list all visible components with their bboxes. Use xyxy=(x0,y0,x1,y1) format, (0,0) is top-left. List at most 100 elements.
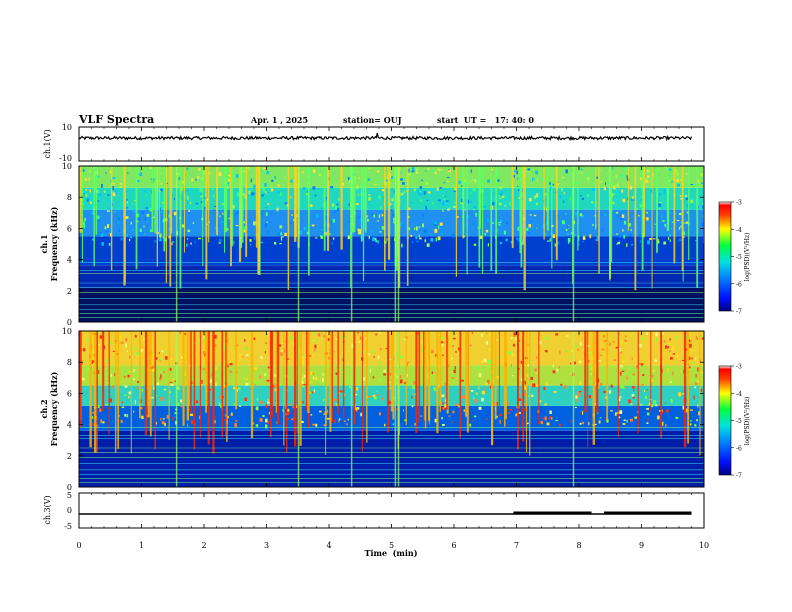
spectrogram-speckle xyxy=(526,422,529,425)
spectrogram-speckle xyxy=(571,349,573,352)
spectrogram-speckle xyxy=(159,377,162,381)
spectrogram-speckle xyxy=(691,204,694,206)
spectrogram-speckle xyxy=(654,223,658,225)
spectrogram-speckle xyxy=(251,192,254,196)
spectrogram-speckle xyxy=(99,335,103,339)
spectrogram-speckle xyxy=(578,360,582,364)
spectrogram-speckle xyxy=(200,201,204,204)
spectrogram-speckle xyxy=(358,230,362,235)
spectrogram-speckle xyxy=(465,225,467,227)
spectrogram-speckle xyxy=(333,210,336,214)
spectrogram-speckle xyxy=(559,350,561,355)
spectrogram-speckle xyxy=(425,206,427,210)
spectrogram-speckle xyxy=(371,213,374,217)
spectrogram-speckle xyxy=(460,202,463,205)
spectrogram-speckle xyxy=(92,212,94,215)
spectrogram-speckle xyxy=(594,365,597,368)
spectrogram-speckle xyxy=(117,217,120,220)
spectrogram-speckle xyxy=(278,344,282,347)
spectrogram-speckle xyxy=(233,403,236,405)
colorbar-2-bar xyxy=(718,365,732,476)
spectrogram-speckle xyxy=(566,232,570,235)
spectrogram-speckle xyxy=(649,237,652,240)
sferic-streak xyxy=(666,166,670,232)
spectrogram-speckle xyxy=(464,209,466,211)
spectrogram-speckle xyxy=(159,233,162,238)
spectrogram-speckle xyxy=(242,171,246,173)
spectrogram-speckle xyxy=(668,212,671,215)
spectrogram-speckle xyxy=(552,364,554,368)
spectrogram-speckle xyxy=(159,236,162,239)
spectrogram-speckle xyxy=(470,169,472,173)
spectrogram-speckle xyxy=(377,355,380,360)
spectrogram-speckle xyxy=(94,170,96,175)
spectrogram-speckle xyxy=(392,423,394,426)
spectrogram-speckle xyxy=(104,226,107,230)
spectrogram-speckle xyxy=(222,212,224,215)
spectrogram-speckle xyxy=(143,337,145,342)
sferic-streak xyxy=(293,331,297,447)
spectrogram-speckle xyxy=(619,217,623,221)
spectrogram-speckle xyxy=(462,395,465,399)
spectrogram-speckle xyxy=(86,367,90,371)
spectrogram-speckle xyxy=(545,336,549,340)
sferic-streak xyxy=(490,166,493,271)
spectrogram-speckle xyxy=(228,217,232,220)
spectrogram-speckle xyxy=(437,168,441,171)
spectrogram-speckle xyxy=(545,169,548,172)
spectrogram-speckle xyxy=(555,333,559,336)
spectrogram-speckle xyxy=(569,197,571,201)
spectrogram-speckle xyxy=(173,197,176,200)
spectrogram-speckle xyxy=(638,363,642,365)
spectrogram-speckle xyxy=(535,372,538,375)
spectrogram-speckle xyxy=(651,375,654,377)
spectrogram-speckle xyxy=(223,383,226,388)
spectrogram-speckle xyxy=(381,213,384,217)
spectrogram-speckle xyxy=(608,390,612,394)
spectrogram-speckle xyxy=(579,381,582,385)
spectrogram-speckle xyxy=(605,182,607,185)
sferic-streak xyxy=(257,166,260,275)
spectrogram-band xyxy=(79,236,704,266)
spectrogram-speckle xyxy=(531,219,533,223)
spectrogram-speckle xyxy=(91,416,94,419)
spectrogram-speckle xyxy=(532,383,536,388)
sferic-streak xyxy=(89,331,92,448)
spectrogram-speckle xyxy=(182,214,185,216)
spectrogram-speckle xyxy=(347,176,350,181)
spectrogram-speckle xyxy=(262,187,265,192)
spectrogram-speckle xyxy=(326,364,330,367)
spectrogram-speckle xyxy=(325,332,329,335)
spectrogram-speckle xyxy=(591,201,594,204)
spectrogram-speckle xyxy=(92,411,95,414)
spectrogram-speckle xyxy=(388,381,391,384)
spectrogram-speckle xyxy=(511,337,513,340)
spectrogram-speckle xyxy=(172,416,174,421)
spectrogram-speckle xyxy=(473,243,477,246)
spectrogram-speckle xyxy=(442,232,444,236)
spectrogram-speckle xyxy=(269,368,271,372)
sferic-streak xyxy=(287,166,290,290)
spectrogram-speckle xyxy=(444,195,446,198)
spectrogram-speckle xyxy=(126,233,128,238)
spectrogram-speckle xyxy=(320,235,323,238)
spectrogram-speckle xyxy=(186,183,189,187)
spectrogram-speckle xyxy=(339,207,342,212)
spectrogram-speckle xyxy=(696,419,698,422)
spectrogram-speckle xyxy=(618,215,620,218)
spectrogram-speckle xyxy=(119,183,123,185)
spectrogram-speckle xyxy=(444,382,446,387)
sferic-streak xyxy=(331,331,333,423)
spectrogram-speckle xyxy=(496,339,499,341)
sferic-streak xyxy=(154,331,157,450)
spectrogram-speckle xyxy=(146,218,148,223)
sferic-streak xyxy=(307,331,310,414)
spectrogram-speckle xyxy=(570,419,573,422)
spectrogram-speckle xyxy=(585,173,589,176)
sferic-streak xyxy=(190,331,192,413)
spectrogram-speckle xyxy=(689,423,692,426)
spectrogram-speckle xyxy=(185,375,188,378)
spectrogram-speckle xyxy=(107,194,110,196)
spectrogram-speckle xyxy=(128,391,132,395)
